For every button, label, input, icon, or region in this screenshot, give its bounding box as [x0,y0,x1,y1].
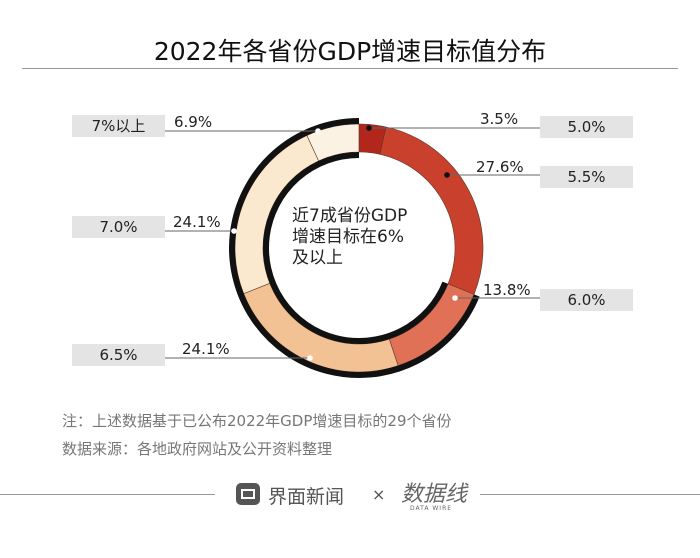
footer-rule-right [480,494,700,495]
center-annotation: 近7成省份GDP 增速目标在6% 及以上 [292,206,407,269]
leader-dot [444,172,450,178]
category-label: 6.5% [72,344,165,366]
category-label: 7%以上 [72,115,165,137]
category-label: 7.0% [72,216,165,238]
donut-slice [243,282,399,373]
value-label: 27.6% [476,158,524,176]
category-label: 6.0% [540,289,633,311]
title-rule [22,68,678,69]
value-label: 24.1% [182,340,230,358]
center-line-1: 近7成省份GDP [292,206,408,226]
value-label: 6.9% [174,113,213,131]
center-line-2: 增速目标在6% [292,227,404,247]
jiemian-logo-icon [236,483,260,505]
category-label: 5.0% [540,116,633,138]
chart-title: 2022年各省份GDP增速目标值分布 [153,37,547,66]
leader-dot [315,128,321,134]
leader-dot [307,355,313,361]
footer-brand: 界面新闻 [268,486,345,508]
leader-dot [366,125,372,131]
footer-rule-left [0,494,215,495]
footer-times: × [372,485,386,504]
leader-dot [452,295,458,301]
center-line-3: 及以上 [292,248,343,268]
note-text: 注：上述数据基于已公布2022年GDP增速目标的29个省份 [62,412,452,430]
value-label: 24.1% [173,213,221,231]
value-label: 13.8% [483,281,531,299]
partner-logo-sub: DATA WIRE [410,505,453,512]
partner-logo: 数据线 [401,482,468,507]
highlight-inner-arc [263,152,449,344]
source-text: 数据来源：各地政府网站及公开资料整理 [62,440,333,458]
leader-dot [231,228,237,234]
category-label: 5.5% [540,166,633,188]
value-label: 3.5% [480,110,519,128]
highlight-outer-arc [229,118,480,378]
